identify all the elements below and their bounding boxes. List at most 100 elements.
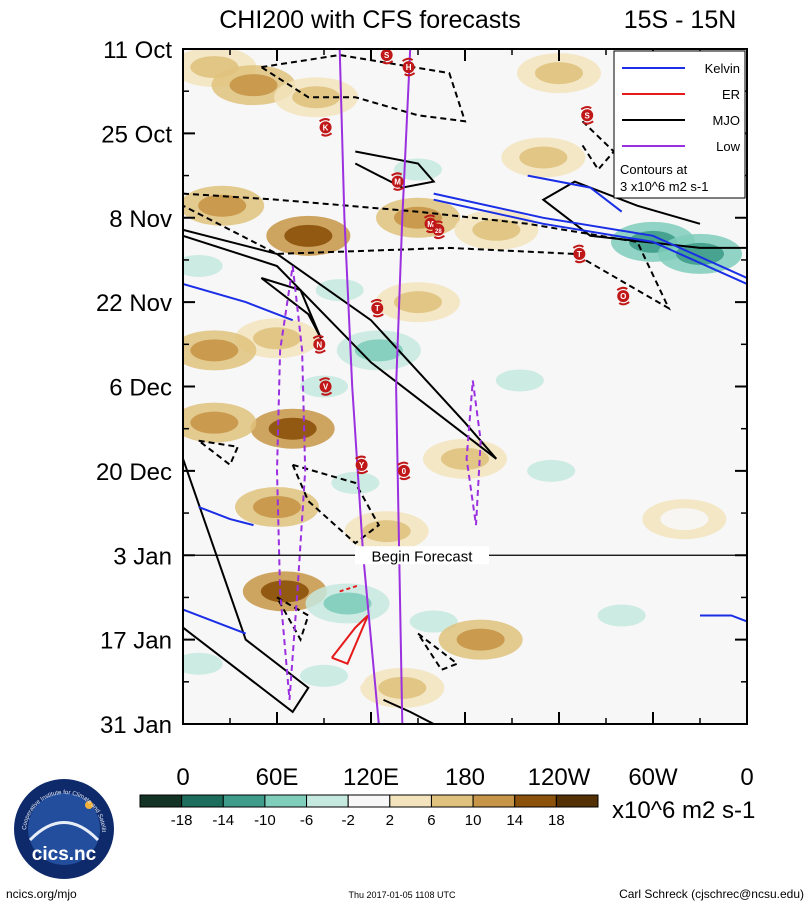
kelvin-contour [433, 198, 747, 285]
y-tick-label: 31 Jan [100, 712, 172, 739]
x-tick-label: 0 [176, 764, 189, 791]
footer-url: ncics.org/mjo [6, 887, 77, 901]
cyclone-arm [616, 286, 628, 291]
low-frequency-contour [395, 49, 412, 724]
tropical-cyclone-icon: 28 [431, 220, 445, 240]
colorbar-tick-label: -2 [342, 812, 355, 829]
logo-arc-icon [28, 821, 100, 842]
y-axis-labels: 11 Oct 25 Oct 8 Nov 22 Nov 6 Dec 20 Dec 3 Jan 1… [96, 37, 172, 739]
y-tick-label: 11 Oct [103, 37, 172, 64]
anomaly-core [660, 508, 709, 531]
colorbar-cell [139, 794, 183, 808]
colorbar-cell [347, 794, 391, 808]
cyclone-core [380, 49, 393, 62]
contour-note-line2: 3 x10^6 m2 s-1 [620, 179, 708, 194]
mjo-negative-contour [260, 53, 467, 123]
anomaly-core [253, 327, 301, 350]
mjo-negative-contour [417, 632, 460, 672]
logo-sun-icon [85, 801, 93, 809]
anomaly-core [394, 291, 442, 314]
mjo-negative-contour [291, 463, 381, 545]
cyclone-core [319, 380, 332, 393]
legend-label-kelvin: Kelvin [705, 61, 740, 76]
tropical-cyclone-icon: S [380, 49, 394, 65]
mjo-negative-contour [183, 192, 671, 311]
cyclone-arm [312, 335, 324, 340]
colorbar-tick-label: -14 [212, 812, 234, 829]
y-tick-label: 20 Dec [96, 459, 172, 486]
mjo-positive-contour [354, 150, 436, 189]
cyclone-arm [372, 313, 384, 318]
cyclone-arm [402, 57, 414, 62]
cyclone-arm [357, 470, 369, 475]
anomaly-core [495, 369, 544, 392]
cyclone-label: K [323, 123, 329, 132]
cyclone-core [313, 338, 326, 351]
cyclone-core [355, 458, 368, 471]
cyclone-arm [370, 298, 382, 303]
anomaly-core [183, 652, 223, 675]
tropical-cyclone-icon: V [319, 377, 333, 396]
anomaly-core [597, 604, 646, 627]
x-axis-labels: 0 60E 120E 180 120W 60W 0 [176, 764, 753, 791]
tropical-cyclone-icon: T [370, 298, 384, 318]
anomaly-field [183, 49, 742, 708]
logo-ring-text: Cooperative Institute for Climate and Sa… [0, 0, 106, 833]
cyclone-core [397, 464, 410, 477]
cyclone-arm [580, 106, 592, 111]
kelvin-contour [700, 614, 747, 623]
y-tick-label: 17 Jan [100, 628, 172, 655]
cyclone-arm [423, 214, 436, 219]
anomaly-core [394, 158, 442, 181]
colorbar-tick-label: 2 [386, 812, 394, 829]
cyclone-arm [393, 186, 405, 191]
cyclone-label: S [384, 51, 390, 60]
anomaly-core [253, 496, 301, 519]
tropical-cyclone-icon: Y [355, 455, 369, 475]
mjo-positive-contour [541, 180, 747, 249]
x-tick-label: 0 [740, 764, 753, 791]
y-tick-label: 22 Nov [96, 290, 172, 317]
y-tick-label: 25 Oct [101, 121, 172, 148]
low-frequency-contour [338, 49, 380, 724]
cyclone-core [402, 61, 415, 74]
cyclone-label: T [375, 304, 380, 313]
cyclone-core [581, 109, 594, 122]
colorbar-tick-label: 14 [506, 812, 523, 829]
cyclone-core [432, 223, 445, 236]
chart-title: CHI200 with CFS forecasts [219, 6, 521, 34]
tropical-cyclone-icon: O [616, 286, 630, 306]
colorbar-tick-label: 6 [427, 812, 435, 829]
low-frequency-contour [465, 380, 482, 526]
x-tick-label: 60W [628, 764, 678, 791]
anomaly-core [229, 74, 278, 97]
mjo-positive-contour [260, 277, 322, 339]
cyclone-arm [391, 172, 403, 177]
colorbar-cell [472, 794, 516, 808]
colorbar-cell [389, 794, 432, 808]
anomaly-core [409, 610, 458, 633]
anomaly-core [190, 411, 239, 434]
low-frequency-contour [275, 265, 307, 700]
tropical-cyclone-icon: 0 [397, 461, 411, 481]
cyclone-arm [320, 391, 333, 396]
anomaly-core [527, 459, 576, 482]
x-tick-label: 120W [528, 764, 591, 791]
mjo-negative-contour [276, 596, 310, 643]
cyclone-label: S [585, 111, 591, 120]
kelvin-contour [198, 506, 254, 527]
tropical-cyclone-icon: S [580, 106, 594, 125]
kelvin-contour [183, 608, 247, 635]
tropical-cyclone-icon: M [391, 172, 405, 191]
cyclone-core [573, 247, 586, 260]
x-tick-label: 60E [256, 764, 299, 791]
tropical-cyclone-icon: N [312, 335, 326, 354]
anomaly-core [183, 254, 223, 277]
cyclone-arm [397, 461, 409, 466]
kelvin-contour [433, 192, 747, 279]
mjo-positive-contour [383, 698, 435, 724]
colorbar-tick-label: -6 [300, 812, 313, 829]
mjo-positive-contour [183, 228, 498, 460]
legend-label-mjo: MJO [713, 113, 740, 128]
